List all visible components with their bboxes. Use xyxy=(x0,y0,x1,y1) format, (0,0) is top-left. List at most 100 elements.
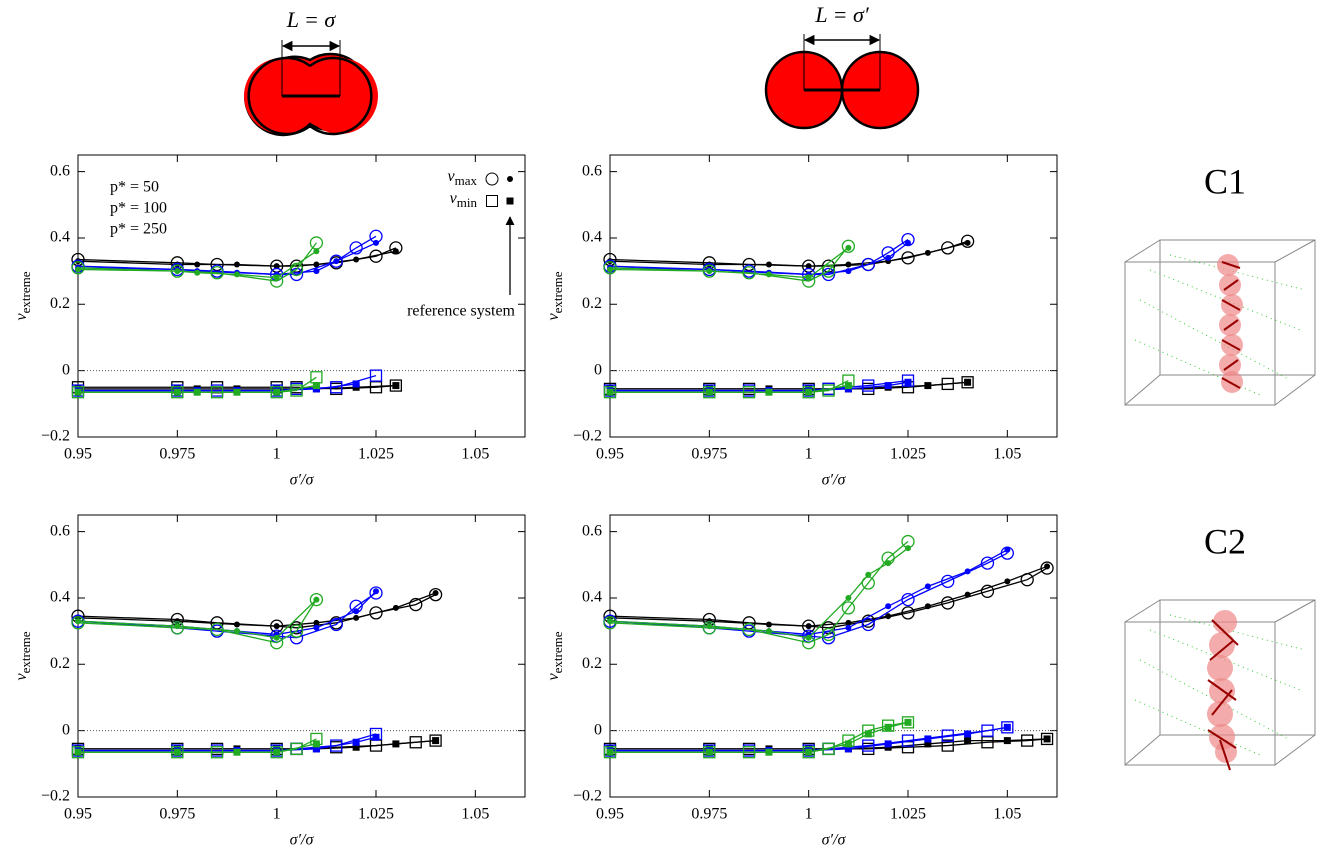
marker xyxy=(233,748,241,756)
marker xyxy=(805,634,812,641)
marker xyxy=(606,748,614,756)
legend-max: νmax xyxy=(448,168,478,188)
marker xyxy=(233,261,240,268)
series-line xyxy=(77,592,436,627)
marker xyxy=(765,271,772,278)
y-tick-label: −0.2 xyxy=(41,788,70,805)
marker xyxy=(353,614,360,621)
marker xyxy=(765,261,772,268)
marker xyxy=(924,583,931,590)
marker xyxy=(313,268,320,275)
y-axis-label-sub: extreme xyxy=(550,271,565,313)
y-axis-label-sub: extreme xyxy=(18,631,33,673)
marker xyxy=(845,261,852,268)
marker xyxy=(924,740,932,748)
marker xyxy=(289,621,304,635)
marker xyxy=(174,623,181,630)
marker xyxy=(885,613,892,620)
marker xyxy=(74,388,82,396)
marker xyxy=(74,748,82,756)
marker xyxy=(194,261,201,268)
legend-symbol xyxy=(507,176,513,182)
y-tick-label: 0.4 xyxy=(50,229,70,246)
marker xyxy=(194,269,201,276)
legend-entry: p* = 100 xyxy=(110,200,167,217)
marker xyxy=(313,619,320,626)
marker xyxy=(603,616,617,630)
legend-min: νmin xyxy=(450,190,478,210)
marker xyxy=(312,745,320,753)
marker xyxy=(885,254,892,261)
marker xyxy=(606,388,614,396)
marker xyxy=(765,388,773,396)
x-tick-label: 0.95 xyxy=(596,446,624,463)
marker xyxy=(865,571,872,578)
marker xyxy=(1044,563,1051,570)
x-axis-label: σ′/σ xyxy=(822,472,847,489)
marker xyxy=(313,248,320,255)
y-tick-label: 0.6 xyxy=(582,162,602,179)
tangent-dimer xyxy=(764,34,920,130)
marker xyxy=(329,617,343,632)
y-axis-label: νextreme xyxy=(13,271,33,320)
marker xyxy=(805,623,812,630)
series-line xyxy=(78,384,396,390)
marker xyxy=(884,382,892,390)
x-tick-label: 1.025 xyxy=(358,446,394,463)
marker xyxy=(885,603,892,610)
y-axis-label: νextreme xyxy=(545,271,565,320)
marker xyxy=(373,239,379,246)
marker xyxy=(822,384,835,397)
marker xyxy=(941,241,955,255)
marker xyxy=(905,545,911,552)
marker xyxy=(1043,735,1051,743)
marker xyxy=(392,604,399,611)
y-axis-label-sub: extreme xyxy=(550,631,565,673)
marker xyxy=(861,257,875,272)
y-tick-label: 0.6 xyxy=(50,162,70,179)
marker xyxy=(333,258,340,265)
marker xyxy=(409,597,423,612)
marker xyxy=(844,382,852,390)
plot-frame xyxy=(609,514,1058,798)
marker xyxy=(1001,721,1014,734)
marker xyxy=(372,733,380,741)
marker xyxy=(845,268,852,275)
marker xyxy=(312,740,320,748)
marker xyxy=(174,268,181,275)
y-tick-label: 0 xyxy=(594,721,602,738)
marker xyxy=(862,379,875,392)
marker xyxy=(885,560,892,567)
annotation: reference system xyxy=(407,303,515,320)
x-tick-label: 0.975 xyxy=(159,806,195,823)
x-tick-label: 1.05 xyxy=(993,446,1021,463)
marker xyxy=(312,382,320,390)
series-line xyxy=(77,250,317,279)
marker xyxy=(290,384,303,397)
x-tick-label: 1 xyxy=(273,446,281,463)
marker xyxy=(233,388,241,396)
marker xyxy=(392,248,399,255)
legend-max-symbol: ν xyxy=(448,168,456,185)
marker xyxy=(352,743,360,751)
y-tick-label: 0 xyxy=(62,721,70,738)
marker xyxy=(273,263,280,270)
marker xyxy=(432,737,440,745)
marker xyxy=(941,596,955,610)
marker xyxy=(233,621,240,628)
marker xyxy=(373,588,379,595)
overlap-dimer xyxy=(244,40,378,137)
y-tick-label: 0.4 xyxy=(582,229,602,246)
marker xyxy=(805,263,812,270)
config-label: C2 xyxy=(1204,521,1246,561)
marker xyxy=(706,623,713,630)
x-tick-label: 0.975 xyxy=(159,446,195,463)
x-axis-label: σ′/σ xyxy=(290,472,315,489)
marker xyxy=(941,739,954,752)
marker xyxy=(1004,546,1011,553)
x-axis-label: σ′/σ xyxy=(290,832,315,849)
marker xyxy=(861,617,875,632)
legend-entry: p* = 250 xyxy=(110,221,167,238)
marker xyxy=(173,388,181,396)
